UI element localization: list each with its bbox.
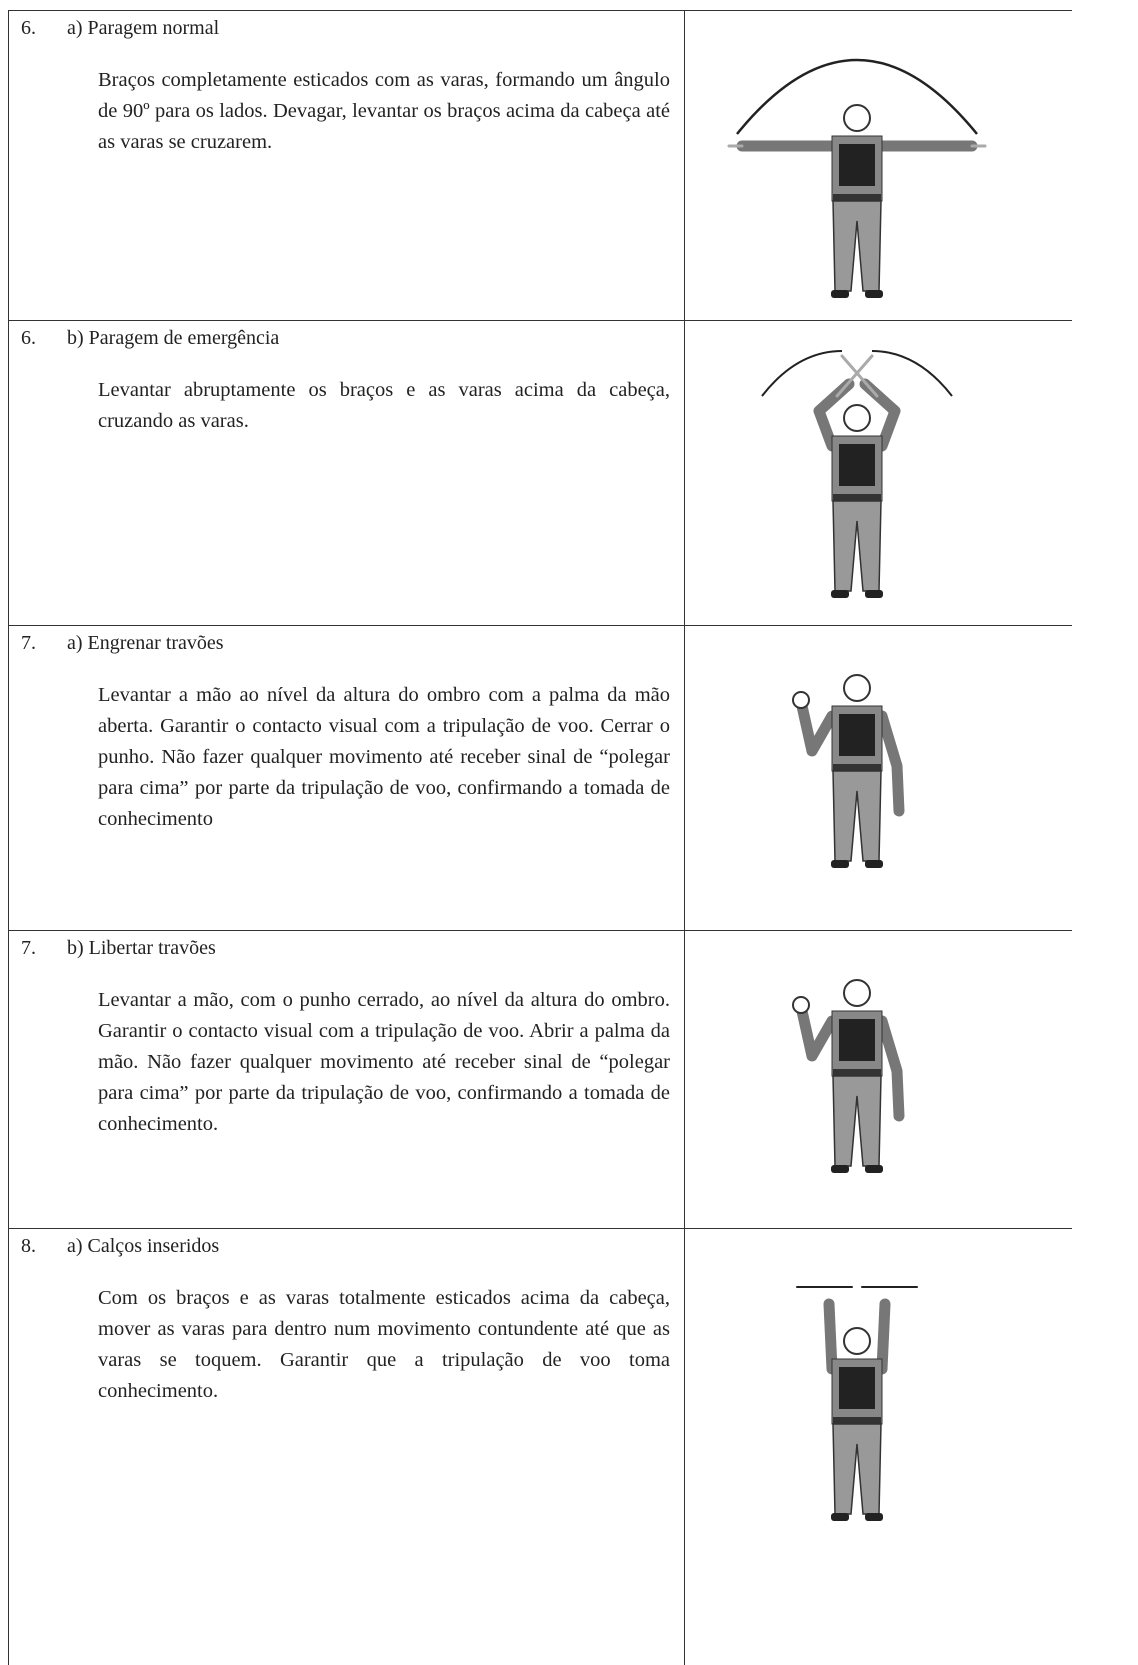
foot: [865, 1513, 883, 1521]
foot: [865, 1165, 883, 1173]
signal-title: a) Engrenar travões: [67, 632, 224, 654]
stroke: [876, 1015, 905, 1122]
signal-title: b) Libertar travões: [67, 937, 216, 959]
signal-title: a) Calços inseridos: [67, 1235, 220, 1257]
signal-number: 6.: [21, 327, 36, 349]
marshaller-figure: [761, 350, 953, 598]
foot: [831, 290, 849, 298]
head: [843, 674, 871, 702]
head: [843, 979, 871, 1007]
stroke: [835, 354, 874, 398]
legs: [832, 200, 882, 292]
foot: [865, 590, 883, 598]
legs: [832, 1423, 882, 1515]
cell-divider: [684, 11, 685, 320]
signal-description: Levantar abruptamente os braços e as var…: [98, 379, 670, 432]
signal-illustration: [761, 350, 953, 598]
foot: [865, 860, 883, 868]
marshaller-figure: [796, 1286, 918, 1521]
marshaller-figure: [792, 674, 905, 868]
signal-illustration: [792, 979, 905, 1173]
foot: [831, 1165, 849, 1173]
vest: [839, 144, 875, 186]
signal-row: 6. b) Paragem de emergência Levantar abrup…: [8, 320, 1072, 625]
stroke: [823, 1298, 838, 1375]
belt: [833, 1069, 881, 1076]
signal-title: a) Paragem normal: [67, 17, 220, 39]
signal-number: 7.: [21, 937, 36, 959]
foot: [831, 860, 849, 868]
signal-illustration: [796, 1286, 918, 1521]
belt: [833, 194, 881, 201]
stroke: [796, 1005, 838, 1062]
signal-number: 6.: [21, 17, 36, 39]
vest: [839, 1367, 875, 1409]
hand: [792, 996, 810, 1014]
cell-divider: [684, 626, 685, 930]
legs: [832, 500, 882, 592]
foot: [831, 590, 849, 598]
hand: [792, 691, 810, 709]
head: [843, 404, 871, 432]
stroke: [796, 700, 838, 757]
head: [843, 1327, 871, 1355]
signal-description: Braços completamente esticados com as va…: [98, 69, 670, 153]
signal-description: Levantar a mão, com o punho cerrado, ao …: [98, 989, 670, 1135]
vest: [839, 444, 875, 486]
signal-illustration: [727, 58, 987, 298]
signal-description: Com os braços e as varas totalmente esti…: [98, 1287, 670, 1402]
signal-title: b) Paragem de emergência: [67, 327, 280, 349]
stroke: [840, 354, 879, 398]
cell-divider: [684, 1229, 685, 1665]
signal-row: 7. b) Libertar travões Levantar a mão, com…: [8, 930, 1072, 1228]
motion-arc: [761, 350, 953, 397]
signal-row: 8. a) Calços inseridos Com os braços e as …: [8, 1228, 1072, 1665]
belt: [833, 764, 881, 771]
stroke: [876, 1298, 891, 1375]
head: [843, 104, 871, 132]
foot: [831, 1513, 849, 1521]
belt: [833, 494, 881, 501]
motion-arc: [736, 58, 978, 135]
signal-number: 8.: [21, 1235, 36, 1257]
legs: [832, 770, 882, 862]
stroke: [876, 710, 905, 817]
legs: [832, 1075, 882, 1167]
cell-divider: [684, 931, 685, 1228]
belt: [833, 1417, 881, 1424]
marshaller-figure: [727, 58, 987, 298]
signal-description: Levantar a mão ao nível da altura do omb…: [98, 684, 670, 830]
cell-divider: [684, 321, 685, 625]
signal-row: 7. a) Engrenar travões Levantar a mão ao n…: [8, 625, 1072, 930]
vest: [839, 1019, 875, 1061]
signal-row: 6. a) Paragem normal Braços completamente …: [8, 10, 1072, 320]
marshaller-figure: [792, 979, 905, 1173]
vest: [839, 714, 875, 756]
signal-illustration: [792, 674, 905, 868]
foot: [865, 290, 883, 298]
signal-number: 7.: [21, 632, 36, 654]
